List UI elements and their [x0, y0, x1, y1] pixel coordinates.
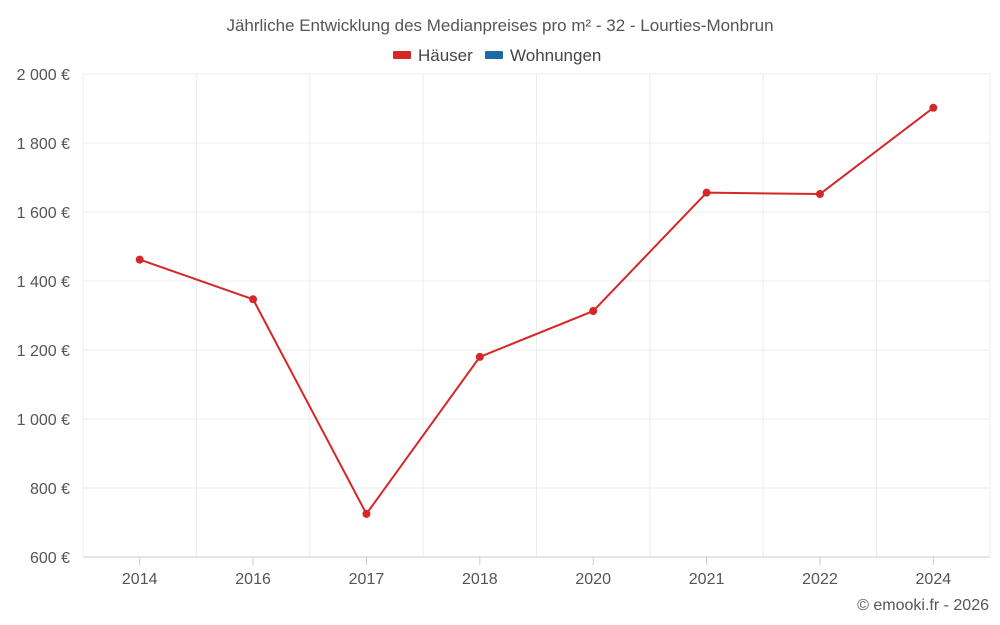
y-axis-ticks: 600 € 800 € 1 000 € 1 200 € 1 400 € 1 600 € 1 … — [17, 67, 70, 567]
series-line — [139, 107, 934, 515]
x-tick-label: 2018 — [462, 571, 498, 588]
x-tick-label: 2022 — [802, 571, 838, 588]
x-tick-label: 2017 — [349, 571, 385, 588]
x-axis-ticks: 2014 2016 2017 2018 2020 2021 2022 2024 — [122, 557, 951, 588]
data-point[interactable] — [929, 103, 938, 112]
x-tick-label: 2016 — [235, 571, 271, 588]
x-tick-label: 2024 — [916, 571, 952, 588]
legend-item-haeuser[interactable]: Häuser — [393, 46, 473, 65]
y-tick-label: 1 400 € — [17, 274, 70, 291]
legend-swatch-wohnungen — [485, 51, 503, 59]
y-tick-label: 1 800 € — [17, 136, 70, 153]
x-tick-label: 2021 — [689, 571, 725, 588]
credit: © emooki.fr - 2026 — [857, 597, 989, 614]
data-point[interactable] — [702, 188, 711, 197]
legend: Häuser Wohnungen — [393, 46, 601, 65]
y-tick-label: 800 € — [30, 481, 70, 498]
gridlines — [82, 73, 991, 557]
y-tick-label: 2 000 € — [17, 67, 70, 84]
legend-item-wohnungen[interactable]: Wohnungen — [485, 46, 601, 65]
y-tick-label: 600 € — [30, 550, 70, 567]
legend-label-wohnungen: Wohnungen — [510, 46, 601, 65]
y-tick-label: 1 000 € — [17, 412, 70, 429]
chart-title: Jährliche Entwicklung des Medianpreises … — [226, 16, 773, 35]
data-point[interactable] — [815, 190, 824, 199]
y-tick-label: 1 200 € — [17, 343, 70, 360]
data-point[interactable] — [475, 352, 484, 361]
data-point[interactable] — [135, 255, 144, 264]
data-point[interactable] — [362, 509, 371, 518]
x-tick-label: 2014 — [122, 571, 158, 588]
x-tick-label: 2020 — [575, 571, 611, 588]
legend-label-haeuser: Häuser — [418, 46, 473, 65]
series-haeuser — [135, 103, 938, 518]
data-point[interactable] — [589, 307, 598, 316]
data-point[interactable] — [249, 295, 258, 304]
legend-swatch-haeuser — [393, 51, 411, 59]
y-tick-label: 1 600 € — [17, 205, 70, 222]
